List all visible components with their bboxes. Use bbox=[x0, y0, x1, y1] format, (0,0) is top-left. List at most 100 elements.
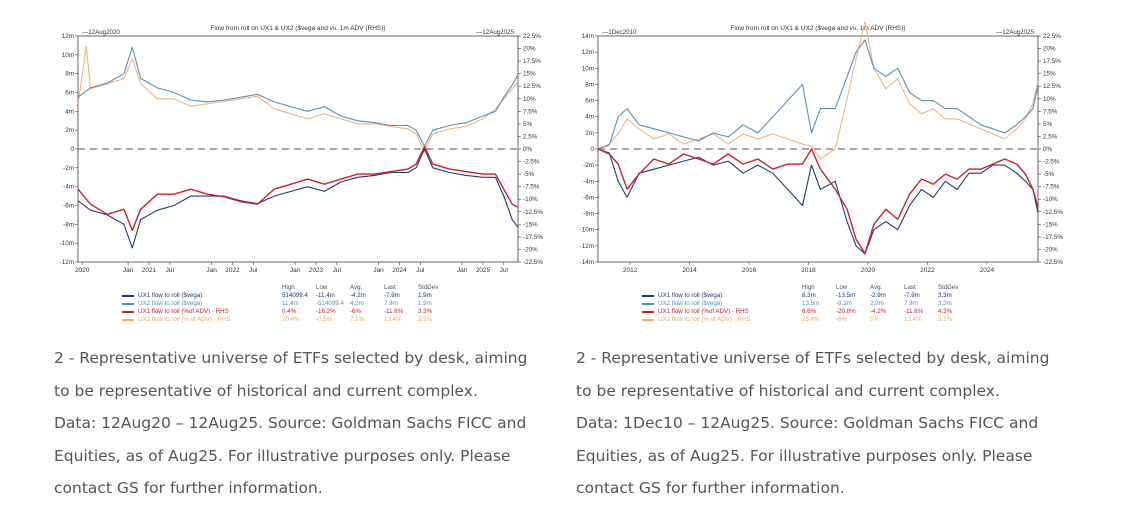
chart-panel-right: Flow from roll on UX1 & UX2 ($vega and v… bbox=[574, 22, 1074, 332]
y-left-tick-label: -8m bbox=[63, 221, 74, 228]
stats-value: -2.9m bbox=[870, 292, 886, 299]
y-left-tick-label: -6m bbox=[583, 194, 594, 201]
y-right-tick-label: 5% bbox=[1043, 121, 1053, 128]
legend-label: UX1 flow to roll ($vega) bbox=[658, 292, 723, 299]
chart-svg-left: Flow from roll on UX1 & UX2 ($vega and v… bbox=[60, 25, 544, 274]
y-right-tick-label: -5% bbox=[523, 171, 535, 178]
y-left-tick-label: 4m bbox=[65, 108, 74, 115]
y-right-tick-label: -12.5% bbox=[523, 209, 543, 216]
y-right-tick-label: 12.5% bbox=[523, 83, 541, 90]
y-right-tick-label: -20% bbox=[1043, 246, 1058, 253]
y-right-tick-label: 7.5% bbox=[523, 108, 538, 115]
x-tick-label: 2014 bbox=[682, 267, 697, 274]
stats-header-cell: Low bbox=[836, 284, 848, 291]
y-right-tick-label: -7.5% bbox=[1043, 184, 1060, 191]
stats-row: UX2 flow to roll ($vega) 13.5m -8.3m 2.9m 7.… bbox=[574, 300, 1074, 308]
y-left-tick-label: -6m bbox=[63, 203, 74, 210]
y-left-tick-label: -4m bbox=[583, 178, 594, 185]
legend-swatch bbox=[122, 303, 134, 305]
stats-value: -4.2m bbox=[350, 292, 366, 299]
series-line-4 bbox=[77, 45, 519, 153]
x-tick-label: 2012 bbox=[623, 267, 638, 274]
y-right-tick-label: 5% bbox=[523, 121, 533, 128]
legend-label: UX2 flow to roll ($vega) bbox=[138, 300, 203, 307]
y-right-tick-label: -2.5% bbox=[1043, 159, 1060, 166]
caption-line: to be representative of historical and c… bbox=[54, 381, 478, 400]
x-tick-label: Jan bbox=[457, 267, 468, 274]
stats-value: 514099.4 bbox=[282, 292, 308, 299]
stats-value: 7.9m bbox=[904, 300, 918, 307]
stats-value: -4.2% bbox=[870, 308, 887, 315]
series-line-3 bbox=[597, 148, 1039, 255]
stats-value: -13.5m bbox=[836, 292, 856, 299]
y-right-tick-label: -10% bbox=[1043, 196, 1058, 203]
stats-value: 3.9% bbox=[418, 316, 433, 323]
stats-value: -8.3m bbox=[836, 300, 852, 307]
caption-line: Data: 1Dec10 – 12Aug25. Source: Goldman … bbox=[576, 414, 1039, 432]
series-line-1 bbox=[77, 148, 519, 249]
stats-row: UX1 flow to roll (%of ADV) - RHS 0.4% -16.… bbox=[54, 308, 554, 316]
x-tick-label: 2024 bbox=[980, 267, 995, 274]
stats-value: -0.5% bbox=[316, 316, 333, 323]
stats-value: -11.6% bbox=[384, 308, 404, 315]
legend-label: UX1 flow to roll (%of ADV) - RHS bbox=[138, 308, 229, 315]
x-tick-label: 2020 bbox=[75, 267, 90, 274]
legend-label: UX1 flow to roll (%of ADV) - RHS bbox=[658, 308, 749, 315]
stats-row: UX1 flow to roll ($vega) 514099.4 -11.4m -4… bbox=[54, 292, 554, 300]
stats-header-cell: Last bbox=[384, 284, 396, 291]
y-left-tick-label: -4m bbox=[63, 184, 74, 191]
legend-swatch bbox=[642, 303, 654, 305]
stats-table-left: High Low Avg. Last StdDev UX1 flow to roll ($… bbox=[54, 284, 554, 330]
stats-value: -11.6% bbox=[904, 308, 924, 315]
y-left-tick-label: 10m bbox=[62, 52, 74, 59]
caption-right: 2 - Representative universe of ETFs sele… bbox=[576, 342, 1076, 505]
legend-swatch bbox=[122, 295, 134, 297]
y-right-tick-label: 15% bbox=[1043, 71, 1056, 78]
x-tick-label: 2022 bbox=[920, 267, 935, 274]
stats-value: 3.3m bbox=[938, 300, 952, 307]
stats-value: 0.4% bbox=[282, 308, 297, 315]
y-right-tick-label: 17.5% bbox=[523, 58, 541, 65]
x-tick-label: 2025 bbox=[476, 267, 491, 274]
y-right-tick-label: 22.5% bbox=[523, 33, 541, 40]
x-tick-label: Jul bbox=[416, 267, 425, 274]
stats-value: -11.4m bbox=[316, 292, 335, 299]
stats-header-cell: High bbox=[282, 284, 295, 291]
caption-line: to be representative of historical and c… bbox=[576, 381, 1000, 400]
y-right-tick-label: -22.5% bbox=[523, 259, 543, 266]
stats-value: 1.9m bbox=[418, 292, 432, 299]
legend-label: UX1 flow to roll ($vega) bbox=[138, 292, 203, 299]
x-tick-label: 2016 bbox=[742, 267, 757, 274]
y-right-tick-label: 10% bbox=[523, 96, 536, 103]
end-date-label: —12Aug2025 bbox=[996, 29, 1034, 36]
stats-row: UX1 flow to roll ($vega) 8.3m -13.5m -2.9m -… bbox=[574, 292, 1074, 300]
y-left-tick-label: 10m bbox=[582, 65, 594, 72]
y-left-tick-label: 6m bbox=[65, 90, 74, 97]
legend-swatch bbox=[642, 319, 654, 321]
y-left-tick-label: 4m bbox=[585, 114, 594, 121]
stats-header-cell: StdDev bbox=[418, 284, 439, 291]
caption-line: Data: 12Aug20 – 12Aug25. Source: Goldman… bbox=[54, 414, 527, 432]
legend-label: UX2 flow to roll (% of ADV) - RHS bbox=[138, 316, 231, 323]
y-right-tick-label: 12.5% bbox=[1043, 83, 1061, 90]
y-right-tick-label: 22.5% bbox=[1043, 33, 1061, 40]
stats-value: 7.1% bbox=[350, 316, 365, 323]
series-line-3 bbox=[77, 145, 519, 232]
series-line-1 bbox=[597, 148, 1039, 255]
stats-value: 20.4% bbox=[282, 316, 300, 323]
y-left-tick-label: -14m bbox=[580, 259, 594, 266]
x-tick-label: Jan bbox=[290, 267, 301, 274]
stats-value: 3.3m bbox=[938, 292, 952, 299]
x-tick-label: Jul bbox=[500, 267, 509, 274]
caption-left: 2 - Representative universe of ETFs sele… bbox=[54, 342, 554, 505]
stats-value: 5.1% bbox=[938, 316, 953, 323]
caption-line: contact GS for further information. bbox=[54, 479, 323, 497]
y-right-tick-label: -2.5% bbox=[523, 159, 540, 166]
stats-value: -20.8% bbox=[836, 308, 856, 315]
chart-title: Flow from roll on UX1 & UX2 ($vega and v… bbox=[210, 25, 385, 32]
x-tick-label: Jul bbox=[249, 267, 258, 274]
stats-value: 4.2m bbox=[350, 300, 364, 307]
legend-swatch bbox=[642, 311, 654, 313]
y-left-tick-label: -12m bbox=[60, 259, 74, 266]
stats-header-cell: High bbox=[802, 284, 815, 291]
